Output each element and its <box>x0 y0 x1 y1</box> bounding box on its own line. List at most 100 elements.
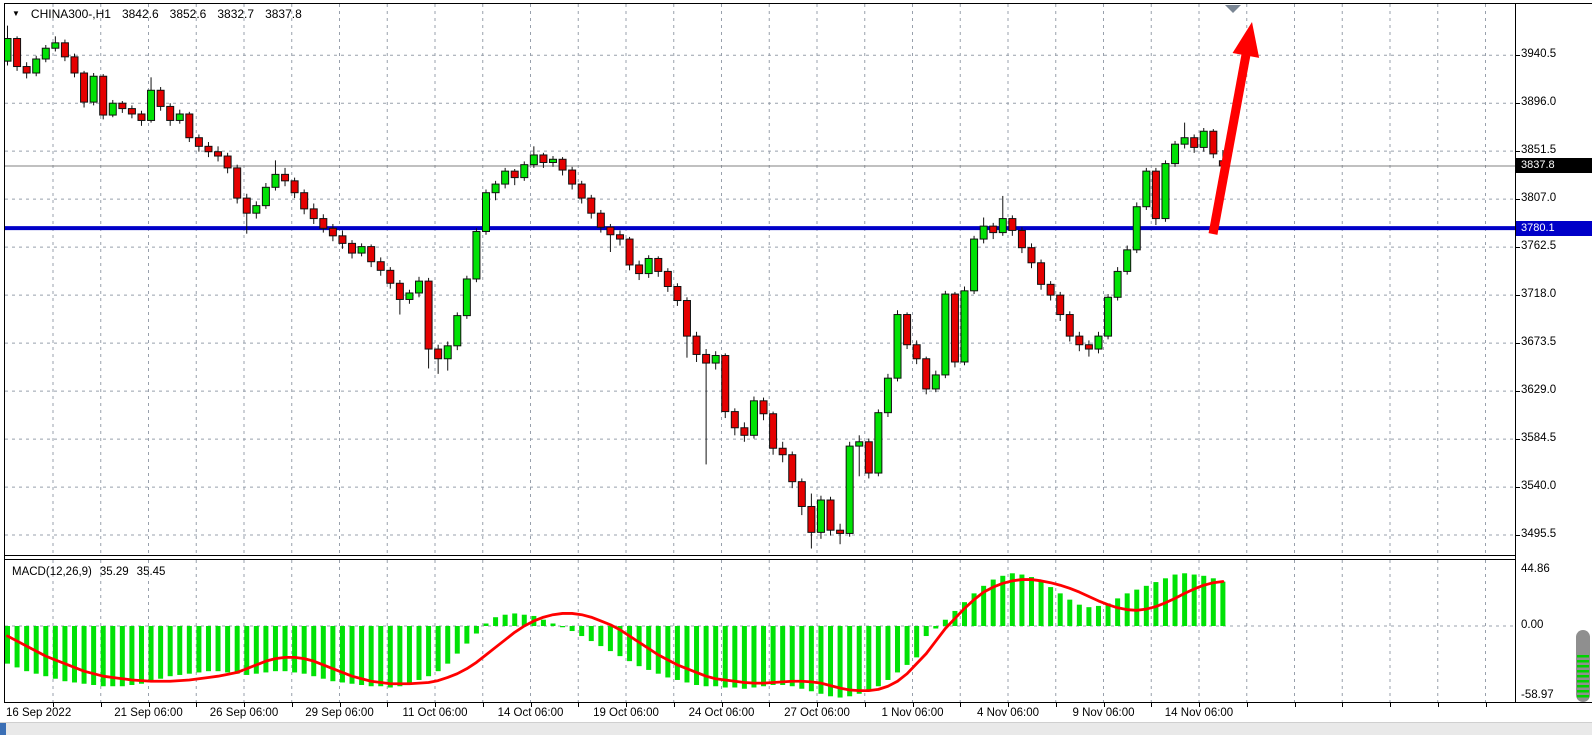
macd-histogram-bar <box>301 626 307 674</box>
macd-histogram-bar <box>186 626 192 674</box>
macd-histogram-bar <box>875 626 881 687</box>
time-tick-mark <box>1151 703 1153 707</box>
time-tick-label: 19 Oct 06:00 <box>593 707 659 719</box>
price-tick-mark <box>1516 247 1520 249</box>
time-tick-mark <box>626 703 627 707</box>
macd-histogram-bar <box>904 626 910 665</box>
macd-histogram-bar <box>263 626 269 673</box>
macd-value-main: 35.29 <box>99 566 129 578</box>
candle-body-down <box>759 400 768 415</box>
candle-body-down <box>1190 137 1199 148</box>
symbol-dropdown-icon[interactable]: ▼ <box>12 9 20 18</box>
candlestick <box>348 240 357 259</box>
candle-body-down <box>702 353 711 364</box>
macd-histogram-bar <box>885 626 891 680</box>
candlestick <box>22 62 31 79</box>
candle-body-up <box>1094 335 1103 350</box>
candlestick <box>721 353 730 419</box>
candle-body-up <box>1113 270 1122 298</box>
scroll-to-end-marker-icon[interactable] <box>1225 5 1241 13</box>
macd-histogram-bar <box>426 626 432 677</box>
candle-body-up <box>893 314 902 379</box>
time-tick-mark <box>339 703 341 707</box>
candlestick <box>740 422 749 442</box>
candlestick <box>1171 140 1180 167</box>
candlestick <box>328 223 337 242</box>
candlestick <box>185 111 194 143</box>
hline-price-tag[interactable]: 3780.1 <box>1516 220 1592 236</box>
candlestick <box>941 290 950 379</box>
candle-body-down <box>912 344 921 360</box>
candlestick <box>1056 291 1065 322</box>
macd-histogram-bar <box>1048 587 1054 626</box>
horizontal-scrollbar[interactable] <box>0 722 1592 735</box>
candlestick <box>376 257 385 276</box>
trend-arrow-shaft <box>1208 48 1252 235</box>
macd-histogram-bar <box>962 602 967 626</box>
candle-body-down <box>1209 130 1218 155</box>
candlestick <box>405 289 414 304</box>
candle-body-down <box>730 411 739 429</box>
scrollbar-corner <box>0 723 6 735</box>
candlestick <box>730 408 739 436</box>
candlestick <box>1113 267 1122 301</box>
candle-body-up <box>970 238 979 292</box>
candlestick <box>1132 202 1141 254</box>
candle-body-down <box>836 529 845 534</box>
macd-histogram-bar <box>483 623 489 626</box>
macd-histogram-bar <box>761 626 767 687</box>
candlestick <box>510 168 519 186</box>
macd-histogram-bar <box>1220 581 1226 626</box>
time-tick-mark <box>1390 703 1391 707</box>
candle-body-up <box>491 183 500 194</box>
macd-histogram-bar <box>14 626 20 668</box>
price-tick-mark <box>1516 487 1520 489</box>
candlestick <box>118 101 127 113</box>
macd-histogram-bar <box>493 617 499 626</box>
candlestick <box>615 230 624 246</box>
candle-body-down <box>1056 294 1065 316</box>
candlestick <box>1104 294 1113 340</box>
candle-body-down <box>740 427 749 436</box>
candle-body-up <box>108 102 117 116</box>
candlestick <box>568 166 577 190</box>
candle-body-up <box>89 75 98 103</box>
candle-body-down <box>13 38 22 68</box>
trend-arrow[interactable] <box>1208 22 1260 235</box>
macd-histogram-bar <box>205 626 211 672</box>
candlestick <box>826 496 835 536</box>
scale-slider-widget[interactable] <box>1576 630 1590 702</box>
candlestick <box>539 152 548 168</box>
candlestick <box>692 331 701 362</box>
candle-body-down <box>290 180 299 194</box>
candlestick <box>1037 259 1046 290</box>
macd-histogram-bar <box>770 626 776 685</box>
candle-body-up <box>855 441 864 447</box>
candlestick <box>893 310 902 382</box>
macd-histogram-bar <box>1182 573 1188 626</box>
macd-indicator-canvas[interactable] <box>5 560 1515 702</box>
candlestick <box>41 44 50 63</box>
macd-histogram-bar <box>837 626 843 698</box>
candlestick <box>434 344 443 374</box>
macd-histogram-bar <box>512 613 518 626</box>
price-chart-canvas[interactable] <box>5 4 1515 555</box>
candlestick <box>654 256 663 277</box>
candlestick <box>778 441 787 463</box>
macd-histogram-bar <box>560 626 566 628</box>
candle-body-down <box>242 197 251 214</box>
candlestick <box>147 77 156 123</box>
candlestick <box>271 160 280 191</box>
price-tick-mark <box>1516 343 1520 345</box>
price-tick-mark <box>1516 439 1520 441</box>
pane-separator[interactable] <box>4 555 1516 556</box>
candle-body-down <box>70 56 79 74</box>
macd-histogram-bar <box>387 626 393 688</box>
time-tick-mark <box>578 703 580 707</box>
candle-body-up <box>357 246 366 254</box>
candle-body-down <box>328 227 337 237</box>
macd-histogram-bar <box>1076 604 1082 626</box>
macd-histogram-bar <box>416 626 422 680</box>
candle-body-down <box>319 218 328 229</box>
